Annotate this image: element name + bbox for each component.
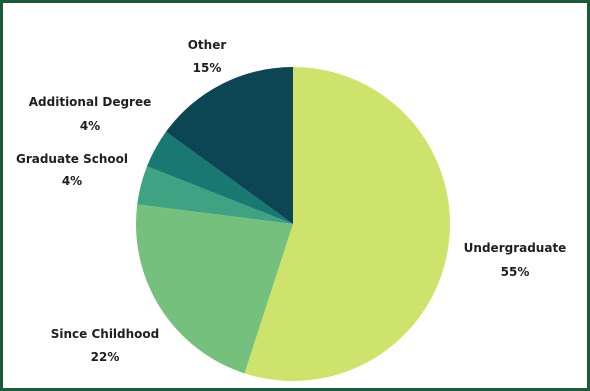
value-label-additional-degree: 4% bbox=[80, 119, 100, 133]
slice-label-other: Other 15% bbox=[188, 38, 227, 75]
value-label-undergraduate: 55% bbox=[501, 265, 530, 279]
category-label-undergraduate: Undergraduate bbox=[464, 241, 567, 255]
value-label-graduate-school: 4% bbox=[62, 174, 82, 188]
pie-slice-since-childhood bbox=[136, 204, 293, 374]
value-label-since-childhood: 22% bbox=[91, 350, 120, 364]
pie-slices bbox=[136, 66, 450, 381]
category-label-other: Other bbox=[188, 38, 227, 52]
category-label-additional-degree: Additional Degree bbox=[29, 95, 152, 109]
pie-slice-additional-degree bbox=[147, 131, 293, 224]
pie-slice-graduate-school bbox=[137, 166, 293, 224]
slice-label-additional-degree: Additional Degree 4% bbox=[29, 95, 152, 133]
pie-slice-undergraduate bbox=[244, 67, 450, 381]
slice-label-since-childhood: Since Childhood 22% bbox=[51, 327, 160, 364]
category-label-since-childhood: Since Childhood bbox=[51, 327, 160, 341]
pie-slice-other bbox=[165, 66, 293, 224]
slice-label-graduate-school: Graduate School 4% bbox=[16, 152, 128, 188]
slice-label-undergraduate: Undergraduate 55% bbox=[464, 241, 567, 279]
category-label-graduate-school: Graduate School bbox=[16, 152, 128, 166]
value-label-other: 15% bbox=[193, 61, 222, 75]
